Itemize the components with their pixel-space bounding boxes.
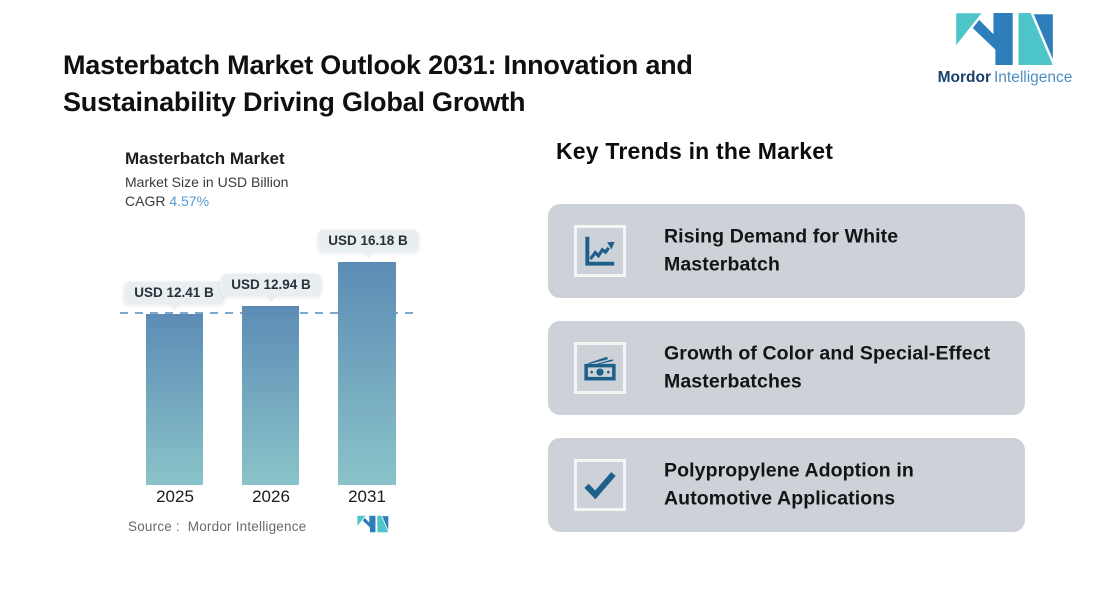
- bar-value-label: USD 16.18 B: [317, 229, 419, 253]
- bar-2025: [146, 314, 203, 485]
- cagr-value: 4.57%: [169, 193, 210, 209]
- trends-heading: Key Trends in the Market: [556, 138, 834, 164]
- bar-value-label: USD 12.41 B: [123, 281, 225, 305]
- brand-name-light: Intelligence: [993, 69, 1073, 86]
- chart-subtitle: Market Size in USD Billion: [125, 174, 289, 190]
- page-title-line1: Masterbatch Market Outlook 2031: Innovat…: [63, 50, 693, 81]
- trend-card-polypropylene: Polypropylene Adoption in Automotive App…: [548, 438, 1025, 532]
- cagr-label: CAGR: [125, 193, 166, 209]
- banknotes-icon: [584, 355, 616, 381]
- source-note: Source : Mordor Intelligence: [128, 519, 307, 534]
- x-axis-tick: 2025: [156, 487, 194, 506]
- x-axis-tick: 2026: [252, 487, 290, 506]
- page-title-line2: Sustainability Driving Global Growth: [63, 86, 526, 117]
- brand-logo: Mordor Intelligence: [925, 12, 1085, 87]
- trend-card-text: Polypropylene Adoption in Automotive App…: [664, 459, 914, 509]
- chart-cagr: CAGR 4.57%: [125, 193, 209, 209]
- trend-card-icon-box: [574, 459, 626, 511]
- trend-card-text: Rising Demand for White Masterbatch: [664, 225, 899, 275]
- trend-card-text: Growth of Color and Special-Effect Maste…: [664, 342, 991, 392]
- x-axis-tick: 2031: [348, 487, 386, 506]
- mordor-logo-icon: [955, 12, 1055, 66]
- bar-2031: [338, 262, 396, 485]
- trend-card-color-special-effect: Growth of Color and Special-Effect Maste…: [548, 321, 1025, 415]
- trend-card-white-masterbatch: Rising Demand for White Masterbatch: [548, 204, 1025, 298]
- mordor-logo-small-icon: [357, 515, 389, 533]
- brand-name-bold: Mordor: [937, 69, 991, 86]
- trend-card-icon-box: [574, 342, 626, 394]
- checkmark-icon: [584, 471, 616, 500]
- brand-name: Mordor Intelligence: [925, 69, 1085, 87]
- trend-card-icon-box: [574, 225, 626, 277]
- chart-title: Masterbatch Market: [125, 149, 285, 168]
- bar-value-label: USD 12.94 B: [220, 273, 322, 297]
- bar-2026: [242, 306, 299, 485]
- line-chart-icon: [585, 236, 615, 266]
- page-title: Masterbatch Market Outlook 2031: Innovat…: [63, 47, 793, 120]
